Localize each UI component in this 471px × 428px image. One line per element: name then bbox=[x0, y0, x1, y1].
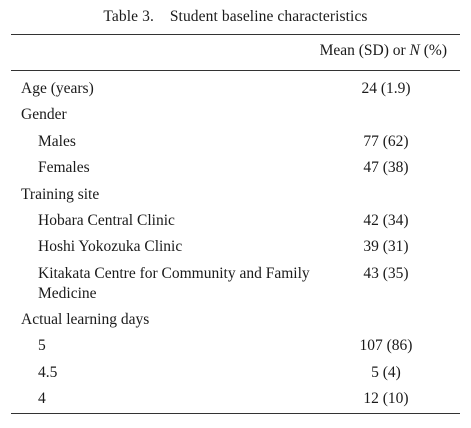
row-label: Females bbox=[38, 159, 90, 177]
row-label: Hoshi Yokozuka Clinic bbox=[38, 238, 183, 256]
row-value: 39 (31) bbox=[363, 238, 409, 256]
row-label: 5 bbox=[38, 337, 46, 355]
row-label: Age (years) bbox=[21, 80, 94, 97]
row-label: 4.5 bbox=[38, 363, 58, 381]
row-value: 42 (34) bbox=[363, 211, 409, 229]
row-value: 12 (10) bbox=[363, 389, 409, 407]
row-value: 77 (62) bbox=[363, 132, 409, 150]
row-value: 24 (1.9) bbox=[361, 80, 411, 97]
table-caption: Table 3. Student baseline characteristic… bbox=[103, 8, 368, 25]
table-row-males: Males 77 (62) bbox=[11, 129, 460, 155]
table-row-age: Age (years) 24 (1.9) bbox=[11, 76, 460, 102]
table-row-gender-heading: Gender bbox=[11, 102, 460, 128]
table-body: Age (years) 24 (1.9) Gender Males 77 (62… bbox=[11, 76, 460, 412]
top-rule bbox=[11, 34, 460, 35]
bottom-rule bbox=[11, 413, 460, 414]
table-row-hobara: Hobara Central Clinic 42 (34) bbox=[11, 208, 460, 234]
row-value: 107 (86) bbox=[359, 337, 413, 355]
column-header-n: N bbox=[409, 42, 420, 59]
table-row-days-4: 4 12 (10) bbox=[11, 386, 460, 412]
row-label: Kitakata Centre for Community and Family… bbox=[38, 264, 310, 302]
column-header-prefix: Mean (SD) or bbox=[319, 42, 410, 59]
column-header-suffix: (%) bbox=[419, 42, 447, 59]
row-value: 47 (38) bbox=[363, 159, 409, 177]
row-label: 4 bbox=[38, 389, 46, 407]
row-label: Males bbox=[38, 132, 76, 150]
table-row-kitakata: Kitakata Centre for Community and Family… bbox=[11, 261, 460, 307]
row-value: 5 (4) bbox=[371, 363, 401, 381]
row-label: Gender bbox=[21, 106, 67, 124]
table-header: Mean (SD) or N (%) bbox=[11, 42, 460, 66]
table-row-days-4-5: 4.5 5 (4) bbox=[11, 360, 460, 386]
table-row-females: Females 47 (38) bbox=[11, 155, 460, 181]
table-row-days-5: 5 107 (86) bbox=[11, 333, 460, 359]
column-header-mean-sd-or-n: Mean (SD) or N (%) bbox=[320, 42, 447, 60]
row-label: Training site bbox=[21, 185, 100, 203]
row-label: Actual learning days bbox=[21, 310, 150, 328]
row-label: Hobara Central Clinic bbox=[38, 211, 175, 229]
row-value: 43 (35) bbox=[363, 264, 409, 282]
header-rule bbox=[11, 70, 460, 71]
table-row-hoshi: Hoshi Yokozuka Clinic 39 (31) bbox=[11, 234, 460, 260]
table-row-training-site-heading: Training site bbox=[11, 182, 460, 208]
table-row-learning-days-heading: Actual learning days bbox=[11, 307, 460, 333]
